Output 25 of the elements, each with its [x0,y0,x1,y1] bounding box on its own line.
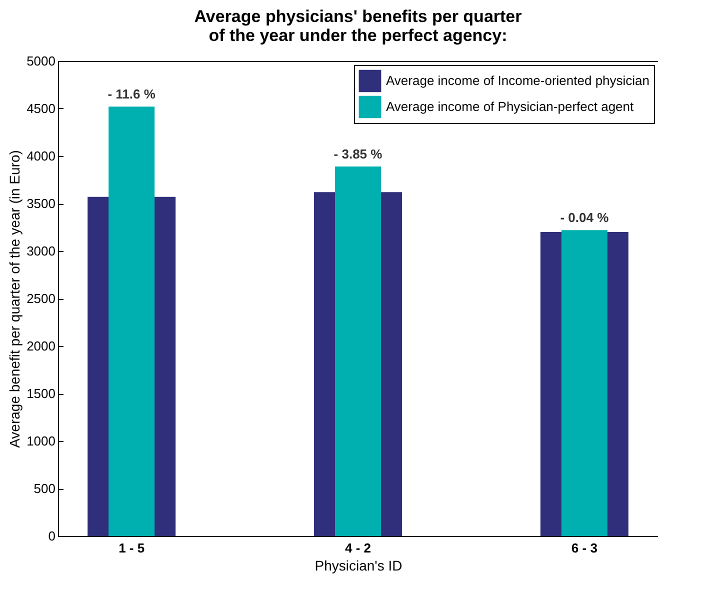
y-tick-label: 3500 [26,196,56,211]
y-tick-label: 4000 [26,148,56,164]
y-tick-label: 1000 [26,434,56,448]
y-tick-label: 5000 [26,54,56,68]
annotation: - 11.6 % [108,86,156,102]
x-axis-title: Physician's ID [314,558,402,574]
y-tick-label: 2000 [26,338,56,354]
bar [561,230,608,536]
x-tick-label: 6 - 3 [571,540,598,556]
y-tick-label: 500 [34,481,56,496]
y-tick-label: 1500 [26,386,56,401]
y-tick-label: 2500 [26,291,56,306]
y-tick-label: 3000 [26,244,56,258]
bar [108,106,155,536]
y-tick-label: 4500 [26,101,56,116]
x-tick-label: 1 - 5 [118,540,145,556]
legend-label: Average income of Income-oriented physician [386,73,650,88]
chart-title: Average physicians' benefits per quarter of the year under the perfect agency: [194,7,522,45]
x-tick-label: 4 - 2 [344,540,372,556]
annotation: - 0.04 % [560,210,610,226]
y-axis-title: Average benefit per quarter of the year (in Euro) [6,150,23,448]
y-tick-label: 0 [48,528,56,544]
bar [335,166,381,536]
legend-label: Average income of Physician-perfect agent [386,99,634,114]
annotation: - 3.85 % [334,146,383,162]
